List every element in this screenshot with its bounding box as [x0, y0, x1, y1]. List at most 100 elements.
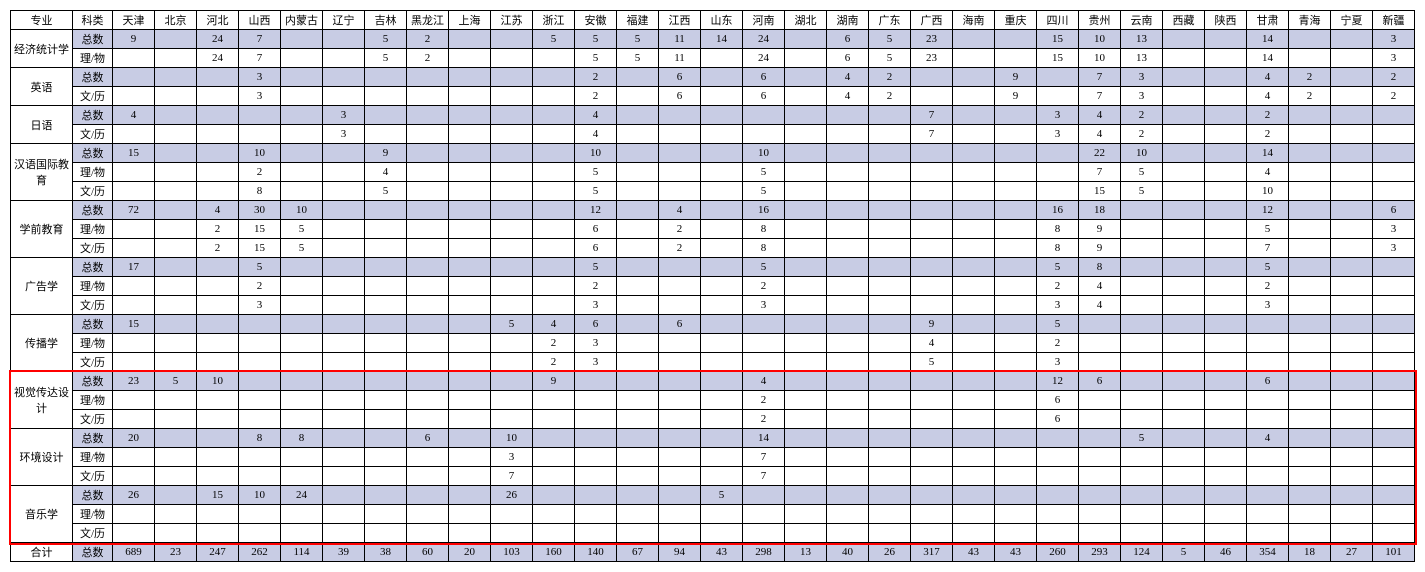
value-cell	[953, 391, 995, 410]
value-cell: 689	[113, 543, 155, 562]
value-cell	[365, 87, 407, 106]
value-cell	[617, 239, 659, 258]
value-cell: 5	[365, 182, 407, 201]
value-cell: 10	[743, 144, 785, 163]
header-type: 科类	[73, 11, 113, 30]
value-cell: 13	[1121, 30, 1163, 49]
value-cell	[533, 410, 575, 429]
value-cell: 2	[1247, 277, 1289, 296]
value-cell: 7	[743, 448, 785, 467]
value-cell	[323, 30, 365, 49]
value-cell	[197, 391, 239, 410]
value-cell	[785, 49, 827, 68]
value-cell	[659, 467, 701, 486]
value-cell	[155, 106, 197, 125]
value-cell	[911, 410, 953, 429]
header-province: 西藏	[1163, 11, 1205, 30]
value-cell	[1247, 391, 1289, 410]
header-province: 山西	[239, 11, 281, 30]
table-row: 文/历333343	[11, 296, 1415, 315]
value-cell: 4	[365, 163, 407, 182]
value-cell	[491, 125, 533, 144]
value-cell	[1205, 49, 1247, 68]
value-cell	[281, 448, 323, 467]
value-cell	[785, 144, 827, 163]
value-cell: 26	[113, 486, 155, 505]
value-cell: 5	[491, 315, 533, 334]
value-cell	[491, 68, 533, 87]
value-cell: 15	[1037, 49, 1079, 68]
value-cell: 6	[1037, 410, 1079, 429]
header-province: 陕西	[1205, 11, 1247, 30]
value-cell: 3	[1121, 68, 1163, 87]
value-cell	[827, 106, 869, 125]
value-cell	[701, 429, 743, 448]
value-cell: 11	[659, 49, 701, 68]
value-cell: 27	[1331, 543, 1373, 562]
value-cell: 7	[1247, 239, 1289, 258]
value-cell	[113, 410, 155, 429]
value-cell: 14	[743, 429, 785, 448]
type-cell: 总数	[73, 106, 113, 125]
value-cell: 7	[239, 49, 281, 68]
value-cell	[239, 391, 281, 410]
value-cell: 9	[995, 68, 1037, 87]
value-cell	[1289, 334, 1331, 353]
value-cell	[323, 220, 365, 239]
value-cell	[1289, 448, 1331, 467]
value-cell	[659, 524, 701, 543]
value-cell: 2	[659, 220, 701, 239]
value-cell	[827, 163, 869, 182]
value-cell	[491, 239, 533, 258]
value-cell	[533, 296, 575, 315]
value-cell	[701, 391, 743, 410]
value-cell	[1289, 486, 1331, 505]
value-cell: 10	[1079, 49, 1121, 68]
value-cell	[575, 410, 617, 429]
value-cell	[911, 486, 953, 505]
value-cell	[1079, 429, 1121, 448]
value-cell	[155, 163, 197, 182]
value-cell	[953, 87, 995, 106]
value-cell: 5	[743, 258, 785, 277]
value-cell	[407, 353, 449, 372]
value-cell	[1247, 410, 1289, 429]
value-cell: 262	[239, 543, 281, 562]
value-cell	[407, 505, 449, 524]
value-cell: 124	[1121, 543, 1163, 562]
value-cell	[113, 125, 155, 144]
value-cell: 43	[953, 543, 995, 562]
value-cell: 10	[1121, 144, 1163, 163]
value-cell	[449, 391, 491, 410]
value-cell: 4	[743, 372, 785, 391]
value-cell: 10	[239, 486, 281, 505]
value-cell: 2	[1289, 68, 1331, 87]
value-cell: 8	[281, 429, 323, 448]
value-cell: 3	[575, 334, 617, 353]
value-cell	[1037, 505, 1079, 524]
value-cell	[995, 334, 1037, 353]
type-cell: 理/物	[73, 277, 113, 296]
value-cell: 293	[1079, 543, 1121, 562]
value-cell	[995, 410, 1037, 429]
value-cell	[323, 334, 365, 353]
value-cell	[659, 277, 701, 296]
value-cell	[365, 277, 407, 296]
value-cell: 4	[1247, 68, 1289, 87]
value-cell	[155, 315, 197, 334]
header-major: 专业	[11, 11, 73, 30]
value-cell	[1247, 448, 1289, 467]
value-cell	[701, 353, 743, 372]
value-cell	[1037, 68, 1079, 87]
value-cell	[1121, 201, 1163, 220]
value-cell	[743, 524, 785, 543]
value-cell	[869, 315, 911, 334]
value-cell	[407, 68, 449, 87]
value-cell: 8	[239, 429, 281, 448]
major-cell: 广告学	[11, 258, 73, 315]
value-cell	[701, 163, 743, 182]
value-cell	[1163, 201, 1205, 220]
value-cell	[1289, 391, 1331, 410]
value-cell	[323, 68, 365, 87]
value-cell	[785, 220, 827, 239]
